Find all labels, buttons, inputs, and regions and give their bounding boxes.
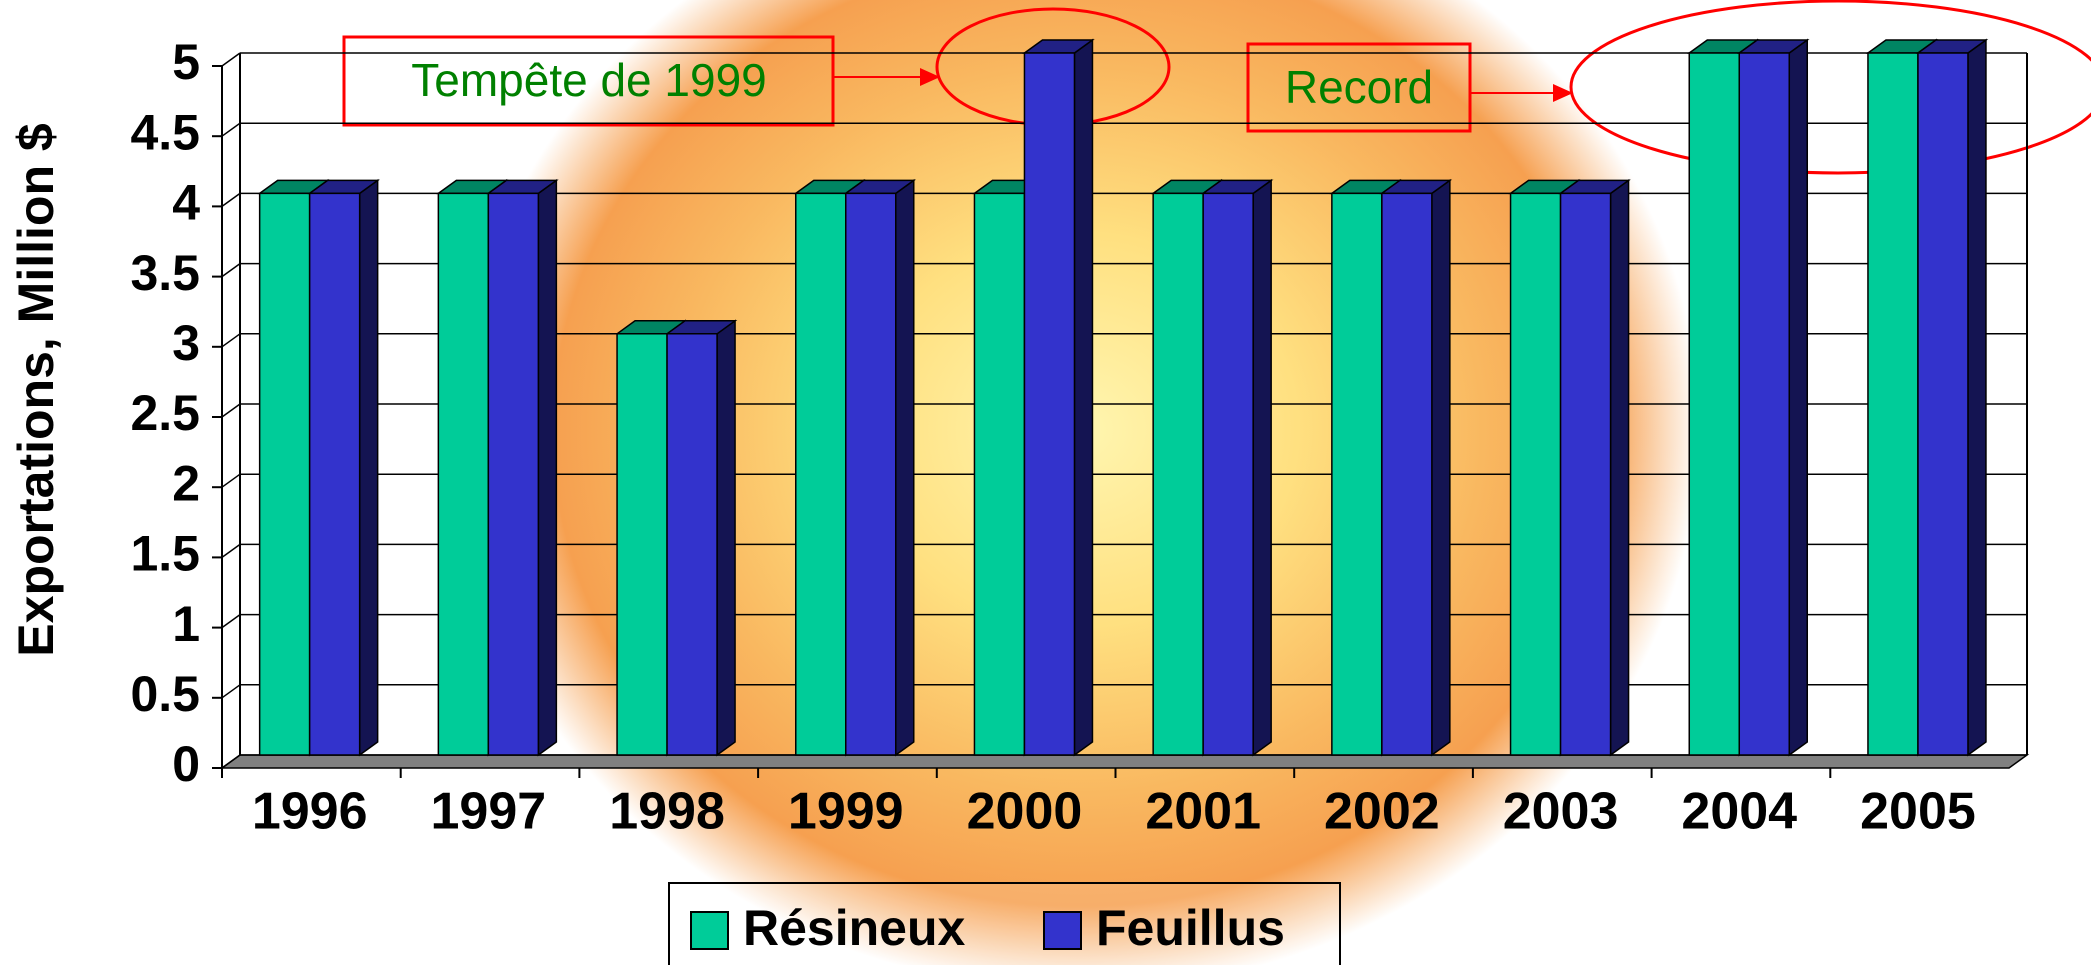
bar: [1200, 178, 1274, 757]
bar-side: [1788, 38, 1809, 757]
bar-side: [1252, 178, 1272, 757]
annotation-box: [1246, 42, 1472, 133]
grid-line: [221, 403, 241, 418]
bar-front: [1509, 192, 1562, 756]
annotation: Tempête de 1999: [411, 54, 767, 106]
grid-line: [221, 192, 241, 208]
bar-side: [895, 178, 915, 757]
y-tick-label: 1: [172, 596, 200, 652]
legend-label: Résineux: [743, 900, 966, 956]
bar: [664, 319, 738, 757]
bar: [486, 178, 559, 757]
bar-side: [537, 178, 558, 757]
y-tick-label: 5: [172, 34, 200, 90]
bar-front: [1738, 52, 1791, 756]
y-tick-label: 3.5: [130, 245, 200, 301]
annotation-box: [342, 35, 835, 127]
y-tick-label: 4.5: [130, 104, 200, 160]
bar: [1558, 178, 1631, 757]
x-tick-label: 2002: [1324, 783, 1440, 841]
bar-front: [1559, 192, 1612, 756]
x-tick-label: 1998: [609, 783, 725, 841]
bar-front: [437, 192, 490, 756]
bar-front: [1331, 192, 1383, 756]
arrow-head: [920, 68, 940, 86]
grid-line: [221, 613, 241, 629]
x-tick-label: 2003: [1503, 783, 1619, 841]
bar-side: [358, 178, 379, 757]
y-tick-label: 3: [172, 315, 200, 371]
highlight-ellipse: [1569, 0, 2091, 175]
bar: [1022, 38, 1095, 757]
arrow-head: [1553, 84, 1573, 102]
bar-front: [1688, 52, 1741, 756]
bar: [1915, 38, 1989, 757]
x-tick-label: 1999: [788, 783, 904, 841]
bar: [1736, 38, 1810, 757]
legend-swatch: [690, 911, 729, 950]
grid-line: [221, 543, 241, 559]
floor: [219, 754, 2030, 769]
x-tick-label: 1996: [252, 783, 368, 841]
bar-front: [1152, 192, 1204, 756]
bar-front: [845, 192, 897, 756]
x-tick-label: 2004: [1681, 783, 1797, 841]
bar-side: [1431, 178, 1451, 757]
bar-side: [1073, 38, 1094, 757]
bar-front: [1867, 52, 1919, 756]
x-tick-label: 2001: [1145, 783, 1261, 841]
bar-front: [1202, 192, 1254, 756]
bar-side: [1967, 38, 1987, 757]
bar-side: [1609, 178, 1630, 757]
grid-line: [221, 684, 241, 699]
y-axis-title: Exportations, Million $: [8, 123, 64, 657]
y-tick-label: 2.5: [130, 385, 200, 441]
grid-line: [221, 333, 241, 348]
grid-line: [221, 52, 241, 67]
bar-front: [1023, 52, 1076, 756]
y-tick-label: 1.5: [130, 526, 200, 582]
legend-label: Feuillus: [1096, 900, 1285, 956]
bar-front: [795, 192, 847, 756]
x-tick-label: 2000: [967, 783, 1083, 841]
bar: [307, 178, 380, 757]
bar-front: [308, 192, 361, 756]
bar-side: [716, 319, 736, 757]
x-tick-label: 2005: [1860, 783, 1976, 841]
grid-line: [221, 754, 241, 769]
annotation: Record: [1285, 61, 1433, 113]
bar-front: [616, 333, 668, 756]
grid-line: [221, 473, 241, 488]
bar-front: [666, 333, 718, 756]
bar-front: [487, 192, 540, 756]
y-tick-label: 0.5: [130, 666, 200, 722]
grid-line: [221, 122, 241, 137]
bar-front: [1381, 192, 1433, 756]
legend-swatch: [1043, 911, 1082, 950]
y-tick-label: 0: [172, 736, 200, 792]
bar-front: [973, 192, 1026, 756]
bar: [1379, 178, 1453, 757]
x-tick-label: 1997: [431, 783, 547, 841]
y-tick-label: 2: [172, 455, 200, 511]
bar-front: [258, 192, 311, 756]
grid-line: [221, 262, 241, 278]
bar: [843, 178, 917, 757]
legend: [668, 882, 1341, 965]
y-tick-label: 4: [172, 175, 200, 231]
bar-front: [1917, 52, 1969, 756]
